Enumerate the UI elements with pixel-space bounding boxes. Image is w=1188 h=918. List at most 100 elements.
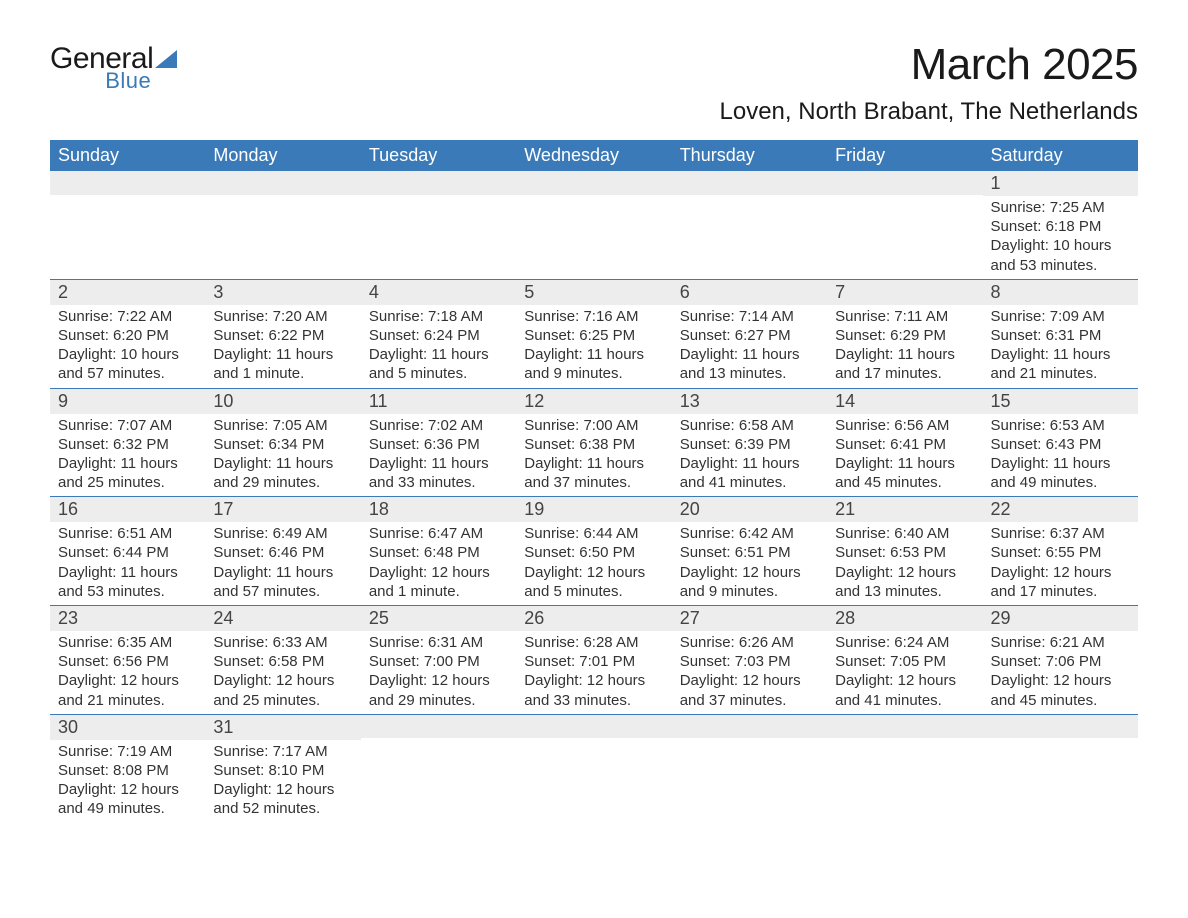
calendar-cell-body xyxy=(672,196,827,279)
calendar-cell-body: Sunrise: 7:02 AMSunset: 6:36 PMDaylight:… xyxy=(361,414,516,497)
daylight-text: Daylight: 12 hours and 52 minutes. xyxy=(213,780,352,818)
calendar-daybody-row: Sunrise: 6:35 AMSunset: 6:56 PM Daylight:… xyxy=(50,631,1138,714)
day-details: Sunrise: 7:05 AMSunset: 6:34 PMDaylight:… xyxy=(205,414,360,497)
calendar-cell-daynum xyxy=(516,714,671,740)
day-number: 24 xyxy=(205,605,360,631)
sunrise-text: Sunrise: 6:21 AM xyxy=(991,633,1130,652)
daylight-text: Daylight: 12 hours and 49 minutes. xyxy=(58,780,197,818)
calendar-cell-body: Sunrise: 6:47 AMSunset: 6:48 PMDaylight:… xyxy=(361,522,516,605)
calendar-header-row: Sunday Monday Tuesday Wednesday Thursday… xyxy=(50,140,1138,171)
calendar-cell-daynum xyxy=(827,171,982,196)
day-details xyxy=(516,740,671,760)
calendar-cell-body: Sunrise: 6:49 AMSunset: 6:46 PMDaylight:… xyxy=(205,522,360,605)
calendar-cell-body xyxy=(205,196,360,279)
daylight-text: Daylight: 12 hours and 17 minutes. xyxy=(991,563,1130,601)
calendar-daybody-row: Sunrise: 7:07 AMSunset: 6:32 PMDaylight:… xyxy=(50,414,1138,497)
day-number: 22 xyxy=(983,496,1138,522)
calendar-cell-body: Sunrise: 6:58 AMSunset: 6:39 PMDaylight:… xyxy=(672,414,827,497)
sunset-text: Sunset: 6:58 PM xyxy=(213,652,352,671)
day-number: 16 xyxy=(50,496,205,522)
sunrise-text: Sunrise: 6:42 AM xyxy=(680,524,819,543)
calendar-cell-body: Sunrise: 6:44 AMSunset: 6:50 PMDaylight:… xyxy=(516,522,671,605)
sunset-text: Sunset: 6:44 PM xyxy=(58,543,197,562)
day-details: Sunrise: 7:14 AMSunset: 6:27 PMDaylight:… xyxy=(672,305,827,388)
sunset-text: Sunset: 6:25 PM xyxy=(524,326,663,345)
calendar-cell-body: Sunrise: 7:07 AMSunset: 6:32 PMDaylight:… xyxy=(50,414,205,497)
calendar-cell-body: Sunrise: 6:28 AMSunset: 7:01 PMDaylight:… xyxy=(516,631,671,714)
sunset-text: Sunset: 6:24 PM xyxy=(369,326,508,345)
calendar-cell-daynum: 5 xyxy=(516,279,671,305)
sunset-text: Sunset: 6:31 PM xyxy=(991,326,1130,345)
calendar-daynum-row: 2345678 xyxy=(50,279,1138,305)
sunset-text: Sunset: 6:55 PM xyxy=(991,543,1130,562)
day-details: Sunrise: 6:56 AMSunset: 6:41 PMDaylight:… xyxy=(827,414,982,497)
sunset-text: Sunset: 6:39 PM xyxy=(680,435,819,454)
sunrise-text: Sunrise: 6:51 AM xyxy=(58,524,197,543)
header-bar: General Blue March 2025 Loven, North Bra… xyxy=(50,40,1138,126)
sunset-text: Sunset: 7:05 PM xyxy=(835,652,974,671)
day-details: Sunrise: 7:00 AMSunset: 6:38 PMDaylight:… xyxy=(516,414,671,497)
calendar-cell-daynum: 4 xyxy=(361,279,516,305)
calendar-cell-daynum: 27 xyxy=(672,605,827,631)
day-details xyxy=(361,740,516,760)
day-header-wednesday: Wednesday xyxy=(516,140,671,171)
day-details: Sunrise: 6:40 AMSunset: 6:53 PMDaylight:… xyxy=(827,522,982,605)
calendar-cell-body: Sunrise: 6:37 AMSunset: 6:55 PMDaylight:… xyxy=(983,522,1138,605)
calendar-daybody-row: Sunrise: 6:51 AMSunset: 6:44 PM Daylight:… xyxy=(50,522,1138,605)
sunrise-text: Sunrise: 6:35 AM xyxy=(58,633,197,652)
day-number xyxy=(516,714,671,738)
daylight-text: Daylight: 11 hours and 41 minutes. xyxy=(680,454,819,492)
daylight-text: Daylight: 12 hours and 9 minutes. xyxy=(680,563,819,601)
sunset-text: Sunset: 8:10 PM xyxy=(213,761,352,780)
daylight-text: Daylight: 11 hours and 37 minutes. xyxy=(524,454,663,492)
calendar-daybody-row: Sunrise: 7:25 AMSunset: 6:18 PMDaylight:… xyxy=(50,196,1138,279)
day-number: 6 xyxy=(672,279,827,305)
calendar-cell-body: Sunrise: 7:16 AMSunset: 6:25 PMDaylight:… xyxy=(516,305,671,388)
sunrise-text: Sunrise: 7:19 AM xyxy=(58,742,197,761)
calendar-daynum-row: 1 xyxy=(50,171,1138,196)
day-details: Sunrise: 6:51 AMSunset: 6:44 PMDaylight:… xyxy=(50,522,205,605)
calendar-cell-daynum: 18 xyxy=(361,496,516,522)
calendar-cell-daynum: 23 xyxy=(50,605,205,631)
day-number xyxy=(672,714,827,738)
sunset-text: Sunset: 6:18 PM xyxy=(991,217,1130,236)
calendar-cell-body: Sunrise: 6:56 AMSunset: 6:41 PMDaylight:… xyxy=(827,414,982,497)
calendar-cell-daynum: 2 xyxy=(50,279,205,305)
daylight-text: Daylight: 12 hours and 45 minutes. xyxy=(991,671,1130,709)
day-header-friday: Friday xyxy=(827,140,982,171)
calendar-cell-daynum xyxy=(983,714,1138,740)
day-number xyxy=(672,171,827,195)
daylight-text: Daylight: 11 hours and 45 minutes. xyxy=(835,454,974,492)
calendar-cell-daynum xyxy=(827,714,982,740)
day-details xyxy=(827,196,982,216)
calendar-daynum-row: 23242526272829 xyxy=(50,605,1138,631)
calendar-cell-daynum: 3 xyxy=(205,279,360,305)
sunset-text: Sunset: 6:53 PM xyxy=(835,543,974,562)
day-details: Sunrise: 6:31 AMSunset: 7:00 PMDaylight:… xyxy=(361,631,516,714)
calendar-cell-daynum: 13 xyxy=(672,388,827,414)
calendar-cell-body: Sunrise: 6:40 AMSunset: 6:53 PMDaylight:… xyxy=(827,522,982,605)
day-number xyxy=(983,714,1138,738)
day-number xyxy=(516,171,671,195)
calendar-cell-daynum: 8 xyxy=(983,279,1138,305)
sunset-text: Sunset: 7:03 PM xyxy=(680,652,819,671)
day-header-tuesday: Tuesday xyxy=(361,140,516,171)
day-number: 12 xyxy=(516,388,671,414)
sunrise-text: Sunrise: 7:02 AM xyxy=(369,416,508,435)
sunset-text: Sunset: 6:41 PM xyxy=(835,435,974,454)
sunset-text: Sunset: 6:46 PM xyxy=(213,543,352,562)
sunset-text: Sunset: 6:48 PM xyxy=(369,543,508,562)
sunrise-text: Sunrise: 6:44 AM xyxy=(524,524,663,543)
daylight-text: Daylight: 11 hours and 9 minutes. xyxy=(524,345,663,383)
sunset-text: Sunset: 6:56 PM xyxy=(58,652,197,671)
calendar-cell-body xyxy=(361,196,516,279)
calendar-cell-daynum: 12 xyxy=(516,388,671,414)
day-number xyxy=(50,171,205,195)
day-details: Sunrise: 6:26 AMSunset: 7:03 PMDaylight:… xyxy=(672,631,827,714)
calendar-cell-body: Sunrise: 7:05 AMSunset: 6:34 PMDaylight:… xyxy=(205,414,360,497)
sunrise-text: Sunrise: 7:09 AM xyxy=(991,307,1130,326)
logo-triangle-icon xyxy=(155,50,177,68)
daylight-text: Daylight: 12 hours and 41 minutes. xyxy=(835,671,974,709)
calendar-cell-daynum: 19 xyxy=(516,496,671,522)
sunset-text: Sunset: 6:20 PM xyxy=(58,326,197,345)
